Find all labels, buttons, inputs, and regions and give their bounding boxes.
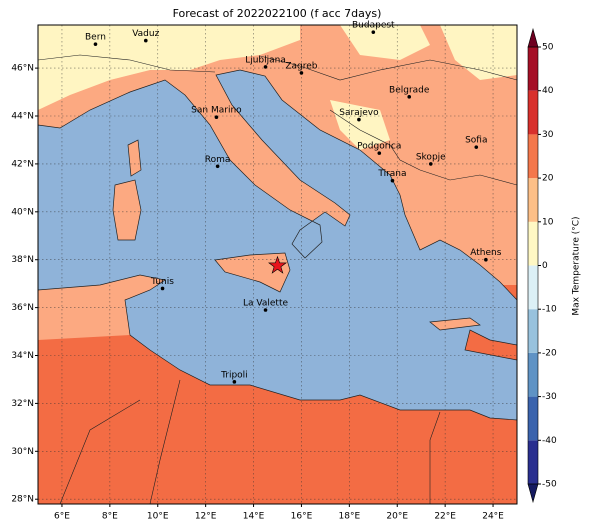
y-tick-label: 34°N bbox=[11, 351, 34, 361]
border bbox=[259, 55, 517, 81]
x-tick-label: 24°E bbox=[482, 512, 504, 522]
city-dot bbox=[371, 30, 376, 34]
border bbox=[149, 379, 181, 504]
colorbar-tick-label: 30 bbox=[542, 130, 554, 140]
city-dot bbox=[407, 95, 412, 99]
y-tick-label: 28°N bbox=[11, 495, 34, 505]
x-tick-label: 10°E bbox=[147, 512, 169, 522]
city-dot bbox=[299, 71, 304, 75]
colorbar-tick-label: -10 bbox=[542, 305, 557, 315]
x-tick-label: 12°E bbox=[195, 512, 217, 522]
colorbar-tick-label: 0 bbox=[542, 261, 548, 271]
colorbar-swatch bbox=[528, 352, 538, 397]
border bbox=[59, 399, 141, 504]
colorbar-swatch bbox=[528, 47, 538, 91]
colorbar-label: Max Temperature (°C) bbox=[572, 216, 582, 315]
city-dot bbox=[214, 115, 219, 120]
city-dot bbox=[232, 380, 237, 384]
city-dot bbox=[428, 162, 433, 166]
city-label: San Marino bbox=[191, 106, 242, 116]
city-dot bbox=[357, 117, 361, 122]
colorbar-swatch bbox=[528, 396, 538, 441]
colorbar-tick-label: 10 bbox=[542, 217, 554, 227]
city-label: Zagreb bbox=[285, 61, 317, 71]
y-tick-label: 32°N bbox=[11, 399, 34, 409]
colorbar-tick-label: 50 bbox=[542, 43, 554, 53]
city-label: Budapest bbox=[352, 21, 395, 31]
city-label: Podgorica bbox=[357, 142, 401, 152]
colorbar-swatch bbox=[528, 440, 538, 484]
y-tick-label: 38°N bbox=[11, 255, 34, 265]
city-dot bbox=[263, 308, 268, 312]
colorbar-swatch bbox=[528, 309, 538, 353]
city-label: Skopje bbox=[416, 152, 446, 162]
city-label: Bern bbox=[85, 33, 106, 43]
x-tick-label: 16°E bbox=[291, 512, 313, 522]
y-tick-label: 42°N bbox=[11, 159, 34, 169]
cool-region bbox=[38, 25, 300, 110]
y-tick-label: 46°N bbox=[11, 64, 34, 74]
x-tick-label: 8°E bbox=[102, 512, 118, 522]
x-tick-label: 14°E bbox=[243, 512, 265, 522]
y-tick-label: 40°N bbox=[11, 207, 34, 217]
city-dot bbox=[215, 164, 220, 169]
map-frame bbox=[37, 24, 518, 505]
city-dot bbox=[160, 286, 165, 291]
colorbar-tick-label: -50 bbox=[542, 480, 557, 490]
city-dot bbox=[377, 151, 382, 155]
city-label: Roma bbox=[205, 155, 231, 165]
city-label: Belgrade bbox=[389, 85, 430, 95]
colorbar-swatch bbox=[528, 221, 538, 266]
colorbar-extend bbox=[527, 483, 539, 504]
location-marker bbox=[268, 255, 287, 274]
colorbar-swatch bbox=[528, 90, 538, 135]
colorbar-tick-label: -20 bbox=[542, 348, 557, 358]
y-tick-label: 36°N bbox=[11, 303, 34, 313]
cool-region bbox=[90, 25, 210, 60]
island bbox=[112, 179, 142, 241]
colorbar-swatch bbox=[528, 265, 538, 310]
colorbar-swatch bbox=[528, 134, 538, 179]
city-label: Athens bbox=[470, 248, 501, 258]
city-label: La Valette bbox=[243, 299, 288, 309]
city-label: Ljubljana bbox=[245, 55, 286, 65]
cool-region bbox=[340, 25, 430, 60]
border bbox=[38, 54, 216, 73]
city-dot bbox=[93, 42, 98, 46]
city-label: Tripoli bbox=[220, 370, 248, 380]
city-dot bbox=[390, 178, 395, 183]
y-tick-label: 44°N bbox=[11, 112, 34, 122]
island bbox=[429, 317, 481, 331]
x-tick-label: 6°E bbox=[54, 512, 70, 522]
city-label: Sofia bbox=[465, 136, 487, 146]
y-tick-label: 30°N bbox=[11, 447, 34, 457]
city-label: Sarajevo bbox=[339, 108, 379, 118]
colorbar-swatch bbox=[528, 178, 538, 222]
colorbar-tick-label: 40 bbox=[542, 86, 554, 96]
x-tick-label: 18°E bbox=[339, 512, 361, 522]
colorbar-tick-label: -30 bbox=[542, 392, 557, 402]
city-dot bbox=[143, 38, 148, 43]
border bbox=[429, 411, 441, 504]
cool-region bbox=[440, 25, 517, 80]
city-dot bbox=[484, 257, 488, 262]
x-tick-label: 20°E bbox=[386, 512, 408, 522]
city-label: Tunis bbox=[150, 277, 174, 287]
city-label: Vaduz bbox=[132, 29, 159, 39]
city-dot bbox=[263, 65, 268, 69]
x-tick-label: 22°E bbox=[434, 512, 456, 522]
colorbar-tick-label: 20 bbox=[542, 174, 554, 184]
colorbar-tick-label: -40 bbox=[542, 436, 557, 446]
colorbar-extend bbox=[527, 27, 539, 48]
city-label: Tirana bbox=[377, 169, 406, 179]
city-dot bbox=[474, 145, 479, 149]
map-title: Forecast of 2022022100 (f acc 7days) bbox=[173, 7, 382, 20]
border bbox=[329, 109, 517, 186]
island bbox=[127, 139, 142, 177]
land bbox=[38, 275, 165, 340]
